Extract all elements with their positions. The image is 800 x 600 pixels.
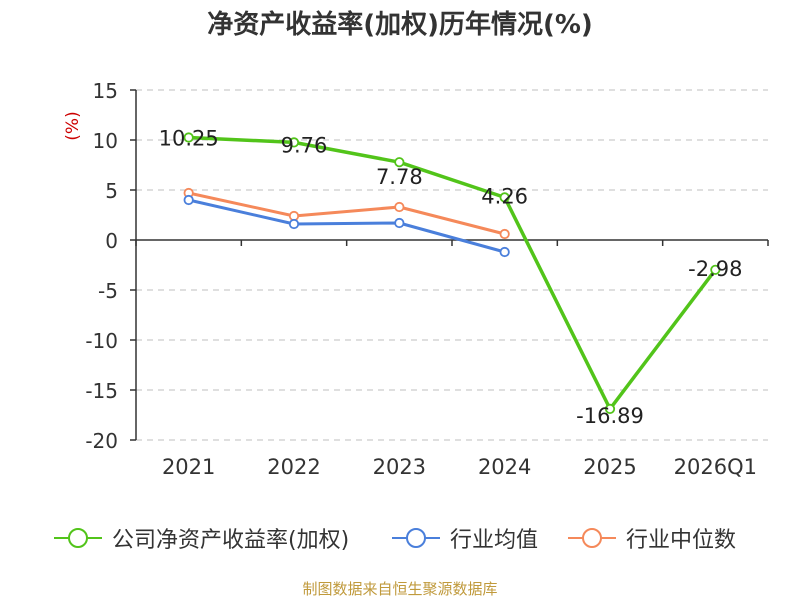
legend-marker-icon	[392, 528, 440, 548]
data-label: -16.89	[576, 404, 644, 428]
data-point	[394, 201, 405, 213]
y-tick-label: 15	[93, 79, 118, 103]
legend-item[interactable]: 行业中位数	[568, 518, 736, 558]
data-point	[604, 403, 616, 414]
legend-marker-icon	[54, 528, 102, 548]
x-category-label: 2022	[267, 455, 320, 479]
x-category-label: 2024	[478, 455, 531, 479]
y-tick-label: 0	[105, 229, 118, 253]
data-label: -2.98	[688, 257, 742, 281]
data-label: 9.76	[281, 133, 328, 157]
data-label: 10.25	[159, 127, 219, 151]
grid-layer	[136, 89, 768, 441]
x-category-label: 2025	[583, 455, 636, 479]
x-category-label: 2026Q1	[674, 455, 757, 479]
data-label: 4.26	[481, 184, 528, 208]
series-line-1	[188, 198, 506, 254]
data-point	[288, 218, 300, 230]
data-label-layer: 10.25 9.76 7.78 4.26 -16.89 -2.98	[159, 127, 743, 428]
legend-label: 行业均值	[450, 528, 539, 553]
chart-title: 净资产收益率(加权)历年情况(%)	[207, 10, 593, 40]
data-point	[394, 217, 405, 229]
x-category-label: 2021	[162, 455, 215, 479]
series-layer	[183, 132, 721, 414]
data-label: 7.78	[376, 165, 423, 189]
legend-item[interactable]: 行业均值	[392, 518, 538, 558]
y-tick-label: 10	[93, 129, 118, 153]
legend: 公司净资产收益率(加权) 行业均值 行业中位数	[0, 518, 800, 558]
data-point	[183, 132, 194, 143]
x-category-label: 2023	[373, 455, 426, 479]
axis-layer: 15 10 5 0 -5 -10 -15 -20 2021 2022 2023 2024 2025 202…	[63, 79, 769, 479]
y-tick-label: -15	[85, 379, 118, 403]
data-point	[710, 264, 721, 275]
source-note: 制图数据来自恒生聚源数据库	[302, 580, 498, 598]
data-point	[499, 228, 510, 240]
data-point	[394, 157, 405, 168]
series-line-2	[188, 191, 506, 236]
data-point	[183, 194, 194, 206]
series-line-0	[188, 135, 717, 411]
y-axis-unit-label: (%)	[63, 111, 83, 140]
data-point	[499, 192, 510, 203]
y-tick-label: 5	[105, 179, 118, 203]
y-tick-label: -20	[85, 429, 118, 453]
y-tick-label: -5	[98, 279, 118, 303]
data-point	[288, 137, 300, 148]
legend-label: 行业中位数	[626, 528, 737, 553]
legend-label: 公司净资产收益率(加权)	[112, 528, 350, 553]
legend-marker-icon	[568, 528, 616, 548]
legend-item[interactable]: 公司净资产收益率(加权)	[54, 518, 349, 558]
y-tick-label: -10	[85, 329, 118, 353]
data-point	[499, 246, 510, 258]
